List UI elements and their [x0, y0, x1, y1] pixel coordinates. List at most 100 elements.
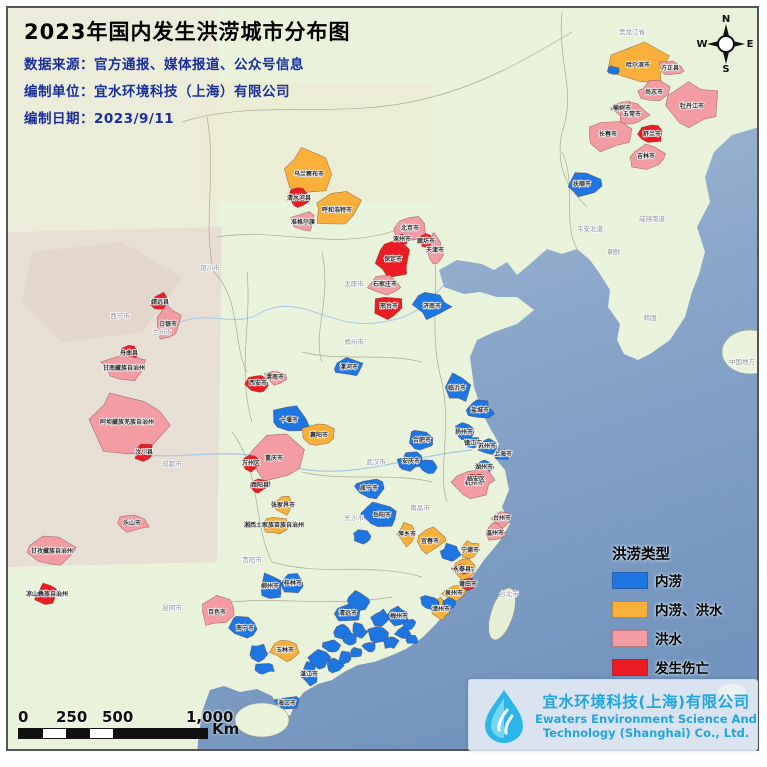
region-河源市	[370, 608, 390, 628]
region-咸宁市	[354, 478, 385, 500]
region-梅州市	[386, 605, 409, 627]
region-江门市	[338, 650, 352, 665]
region-石家庄市	[367, 274, 402, 296]
region-莆田市	[460, 577, 475, 591]
region-label-柳州市: 柳州市	[261, 582, 279, 590]
region-钦州市	[249, 643, 269, 663]
region-label-百色市: 百色市	[208, 608, 226, 616]
region-深圳市	[361, 642, 376, 653]
legend-swatch-nlhs	[612, 600, 648, 618]
region-茂名市	[307, 648, 332, 670]
region-十堰市	[273, 405, 311, 432]
region-label-台州市: 台州市	[493, 514, 511, 522]
region-清水河县	[288, 187, 310, 208]
region-label-安庆市: 安庆市	[402, 457, 420, 465]
region-label-甘孜藏族自治州: 甘孜藏族自治州	[31, 547, 73, 555]
region-label-镇江市: 镇江市	[464, 439, 482, 447]
region-label-牡丹江市: 牡丹江市	[680, 102, 704, 110]
base-label-太原市: 太原市	[344, 279, 364, 288]
region-label-呼和浩特市: 呼和浩特市	[322, 206, 352, 214]
region-潮州市	[403, 618, 417, 631]
terrain-ridge	[22, 242, 182, 342]
region-label-长春市: 长春市	[599, 130, 617, 138]
region-label-邢台市: 邢台市	[379, 302, 398, 310]
region-label-抚顺市: 抚顺市	[573, 180, 591, 188]
base-label-咸镜南道: 咸镜南道	[639, 214, 666, 223]
region-惠州市	[367, 626, 389, 644]
terrain-northwest	[8, 8, 218, 238]
scale-tick-250: 250	[56, 708, 88, 726]
region-label-哈尔滨市: 哈尔滨市	[626, 61, 650, 69]
compass-w: W	[697, 39, 708, 50]
region-佛山市	[342, 633, 357, 646]
company-name-en1: Ewaters Environment Science And	[535, 711, 757, 726]
region-厦门市	[442, 597, 456, 610]
region-方正县	[658, 60, 685, 75]
region-label-乐山市: 乐山市	[123, 519, 141, 527]
base-label-平安北道: 平安北道	[577, 224, 604, 233]
base-label-西宁市: 西宁市	[110, 311, 130, 320]
region-label-温州市: 温州市	[486, 529, 504, 537]
region-label-宜春市: 宜春市	[421, 537, 439, 545]
region-呼和浩特市	[316, 191, 363, 225]
company-name-cn: 宜水环境科技(上海)有限公司	[542, 692, 750, 711]
region-万州区	[242, 454, 259, 473]
scale-tick-1000: 1,000	[186, 708, 234, 726]
compass-n: N	[722, 14, 730, 25]
region-label-保定市: 保定市	[383, 255, 402, 263]
region-镇江市	[464, 437, 480, 449]
region-label-汶川县: 汶川县	[135, 448, 153, 456]
region-南平市	[439, 542, 462, 562]
region-label-泉州市: 泉州市	[444, 589, 463, 597]
region-甘孜藏族自治州	[26, 535, 77, 566]
region-湛江市	[300, 661, 318, 687]
region-舒兰市	[637, 124, 663, 143]
region-保定市	[374, 238, 411, 278]
region-label-湖州市: 湖州市	[475, 463, 493, 471]
region-label-西安市: 西安市	[249, 379, 267, 387]
region-西安市	[244, 375, 269, 393]
region-池州市	[418, 459, 438, 475]
company-name: 宜水环境科技(上海)有限公司 Ewaters Environment Scien…	[535, 690, 757, 741]
region-label-重庆市: 重庆市	[265, 454, 283, 462]
region-湘潭市	[353, 529, 372, 545]
region-label-清远市: 清远市	[339, 609, 357, 617]
region-label-十堰市: 十堰市	[280, 416, 298, 424]
japan-land	[721, 329, 757, 375]
region-广州市	[352, 621, 369, 639]
base-label-朝鲜: 朝鲜	[608, 247, 622, 256]
region-汕尾市	[382, 636, 400, 649]
region-临沂市	[444, 372, 472, 402]
region-label-桂林市: 桂林市	[283, 579, 302, 587]
legend-title: 洪涝类型	[612, 547, 670, 563]
region-label-甘南藏族自治州: 甘南藏族自治州	[103, 364, 145, 372]
region-牡丹江市	[665, 81, 719, 129]
scale-bar: 0 250 500 1,000 Km	[18, 708, 248, 739]
base-label-长沙市: 长沙市	[344, 513, 364, 522]
region-label-漯河市: 漯河市	[340, 363, 358, 371]
region-label-济南市: 济南市	[423, 302, 441, 310]
region-渭南市	[263, 371, 288, 386]
region-靖远县	[150, 291, 170, 310]
region-label-靖远县: 靖远县	[151, 298, 169, 306]
region-label-方正县: 方正县	[661, 64, 679, 72]
legend-item-sw: 发生伤亡	[612, 657, 723, 677]
region-label-石家庄市: 石家庄市	[372, 280, 397, 288]
legend-label-nlhs: 内涝、洪水	[655, 603, 723, 619]
base-label-台北市: 台北市	[499, 589, 519, 598]
legend-item-hs: 洪水	[612, 628, 723, 648]
region-label-上海市: 上海市	[494, 450, 512, 458]
region-济南市	[411, 291, 453, 321]
legend-swatch-sw	[612, 658, 648, 676]
region-宁德市	[461, 540, 480, 560]
region-温州市	[485, 522, 508, 541]
region-label-临沂市: 临沂市	[448, 384, 466, 392]
region-label-天津市: 天津市	[426, 246, 444, 254]
region-label-渭南市: 渭南市	[266, 373, 284, 381]
region-凉山彝族自治州	[34, 582, 57, 605]
region-label-阿坝藏族羌族自治州: 阿坝藏族羌族自治州	[100, 418, 154, 426]
region-合肥市	[409, 429, 434, 451]
region-label-榆树市: 榆树市	[613, 104, 631, 112]
compass-s: S	[722, 64, 729, 74]
